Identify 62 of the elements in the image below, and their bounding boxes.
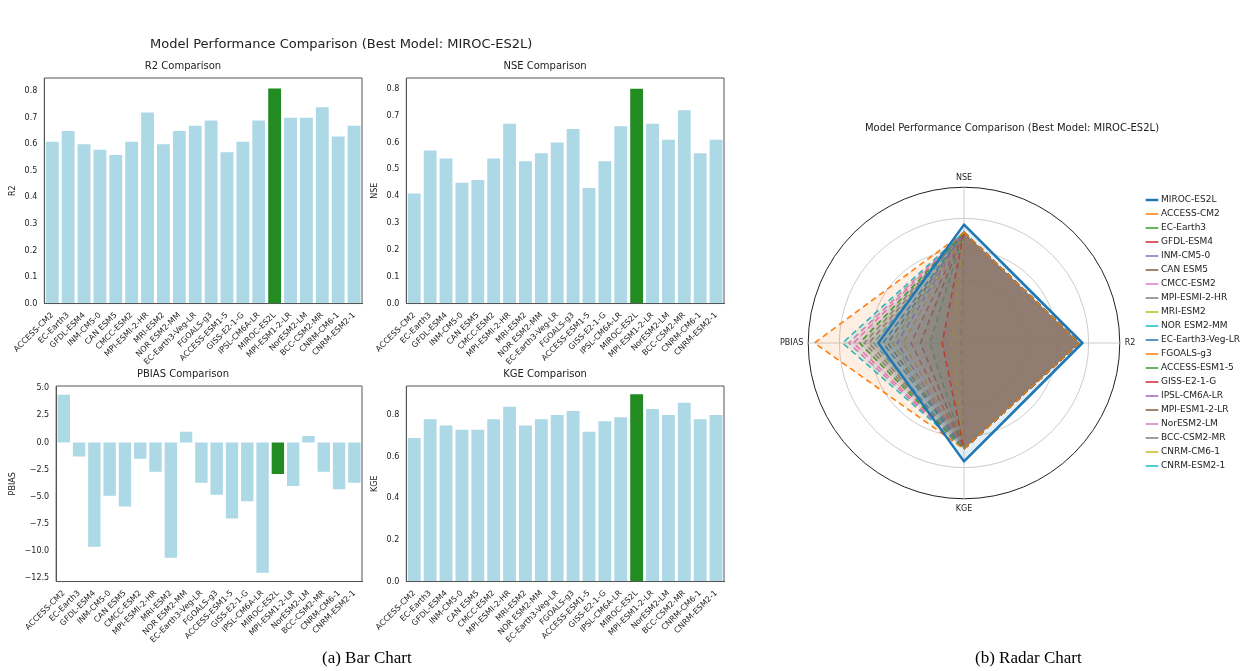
y-axis-title: R2 — [7, 185, 17, 197]
y-tick-label: −10.0 — [24, 546, 50, 556]
legend-label: BCC-CSM2-MR — [1160, 432, 1226, 443]
y-tick-label: 0.4 — [24, 192, 38, 202]
y-axis-title: PBIAS — [7, 472, 17, 496]
y-tick-label: 0.4 — [386, 191, 400, 201]
y-tick-label: 0.3 — [24, 219, 38, 229]
legend-label: NorESM2-LM — [1160, 418, 1218, 429]
y-tick-label: −2.5 — [29, 464, 50, 474]
spoke-label: PBIAS — [779, 338, 804, 348]
y-tick-label: 0.0 — [386, 298, 400, 308]
chart-title: Model Performance Comparison (Best Model: MIROC-ES2L) — [864, 121, 1160, 133]
chart-title: KGE Comparison — [503, 367, 587, 379]
y-tick-label: 0.2 — [386, 244, 400, 254]
y-tick-label: 0.6 — [24, 139, 38, 149]
y-tick-label: 0.2 — [24, 245, 38, 255]
legend-label: MIROC-ES2L — [1160, 194, 1217, 205]
y-tick-label: 0.1 — [386, 271, 400, 281]
y-axis-title: KGE — [369, 475, 379, 493]
y-tick-label: 0.8 — [386, 410, 400, 420]
text: (b) Radar Chart — [975, 648, 1082, 668]
y-tick-label: −12.5 — [24, 573, 50, 583]
legend-label: MPI-ESM1-2-LR — [1160, 404, 1229, 415]
legend-label: IPSL-CM6A-LR — [1160, 390, 1224, 401]
y-tick-label: 0.0 — [24, 298, 38, 308]
y-tick-label: 0.5 — [386, 164, 400, 174]
y-tick-label: 5.0 — [36, 383, 50, 393]
legend-label: INM-CM5-0 — [1160, 250, 1211, 261]
y-tick-label: 0.8 — [24, 86, 38, 96]
y-tick-label: 0.7 — [386, 110, 400, 120]
text: Model Performance Comparison (Best Model: MIROC-ES2L) — [150, 36, 533, 51]
legend-label: CNRM-CM6-1 — [1160, 446, 1221, 457]
legend-label: CMCC-ESM2 — [1160, 278, 1216, 289]
legend-label: MPI-ESMI-2-HR — [1160, 292, 1228, 303]
spoke-label: KGE — [955, 503, 973, 513]
y-tick-label: 0.6 — [386, 451, 400, 461]
spoke-label: R2 — [1124, 338, 1136, 348]
y-tick-label: 0.7 — [24, 112, 38, 122]
y-tick-label: 0.3 — [386, 218, 400, 228]
chart-title: NSE Comparison — [503, 59, 587, 71]
legend-label: CAN ESM5 — [1160, 264, 1208, 275]
legend-label: GISS-E2-1-G — [1160, 376, 1217, 387]
y-tick-label: 0.8 — [386, 83, 400, 93]
legend-label: CNRM-ESM2-1 — [1160, 460, 1226, 471]
y-tick-label: 0.0 — [386, 576, 400, 586]
y-tick-label: 0.0 — [36, 437, 50, 447]
y-tick-label: 2.5 — [36, 410, 50, 420]
spoke-label: NSE — [955, 172, 973, 182]
chart-title: R2 Comparison — [144, 59, 222, 71]
y-tick-label: 0.4 — [386, 493, 400, 503]
y-axis-title: NSE — [369, 182, 379, 199]
y-tick-label: 0.1 — [24, 272, 38, 282]
text: (a) Bar Chart — [322, 648, 412, 668]
y-tick-label: −5.0 — [29, 491, 50, 501]
chart-title: PBIAS Comparison — [136, 367, 230, 379]
y-tick-label: −7.5 — [29, 519, 50, 529]
legend-label: GFDL-ESM4 — [1160, 236, 1214, 247]
y-tick-label: 0.6 — [386, 137, 400, 147]
legend-label: EC-Earth3 — [1160, 222, 1207, 233]
y-tick-label: 0.5 — [24, 165, 38, 175]
legend-label: ACCESS-CM2 — [1160, 208, 1220, 219]
y-tick-label: 0.2 — [386, 535, 400, 545]
